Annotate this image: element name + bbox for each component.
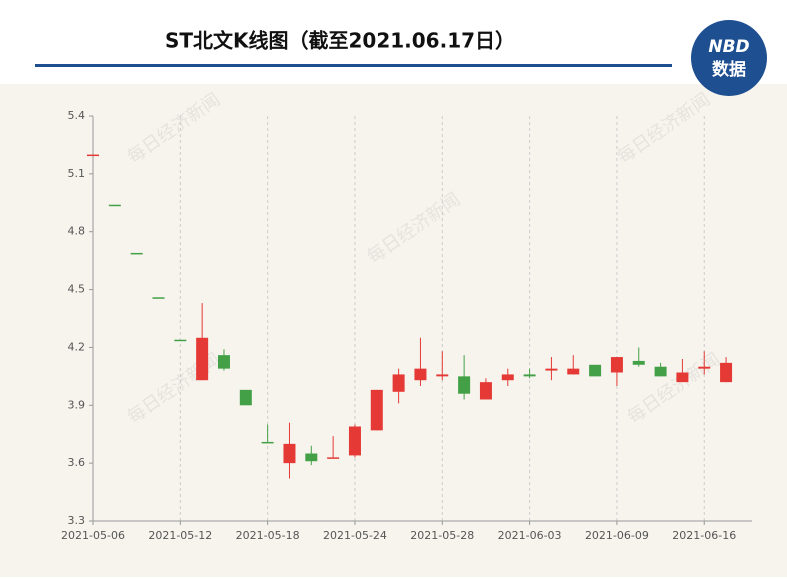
candle-body	[545, 368, 558, 371]
candle-body	[283, 443, 296, 464]
candle-body	[108, 204, 121, 207]
candle-body	[414, 368, 427, 381]
candle-body	[501, 374, 514, 381]
candle-body	[261, 441, 274, 444]
y-tick-label: 4.5	[68, 283, 86, 296]
y-tick-label: 5.1	[68, 167, 86, 180]
x-tick-label: 2021-06-03	[498, 529, 562, 542]
candle-body	[567, 368, 580, 375]
candle-body	[327, 457, 340, 459]
y-tick-label: 5.4	[68, 109, 86, 122]
candle-body	[217, 355, 230, 369]
candle-body	[610, 357, 623, 373]
logo	[691, 20, 767, 96]
x-tick-label: 2021-05-06	[61, 529, 125, 542]
candle-body	[720, 362, 733, 383]
candle-body	[698, 366, 711, 369]
x-tick-label: 2021-05-28	[410, 529, 474, 542]
candle-body	[130, 252, 143, 255]
x-tick-label: 2021-06-16	[672, 529, 736, 542]
candle-body	[196, 337, 209, 381]
candle-body	[392, 374, 405, 392]
candle-body	[676, 372, 689, 383]
candle-body	[632, 360, 645, 365]
candle-body	[152, 297, 165, 299]
x-tick-label: 2021-05-18	[236, 529, 300, 542]
x-tick-label: 2021-05-24	[323, 529, 387, 542]
chart-title: ST北文K线图（截至2021.06.17日）	[165, 29, 515, 53]
plot-background	[0, 84, 787, 577]
y-tick-label: 3.3	[68, 514, 86, 527]
candle-body	[479, 382, 492, 400]
candle-body	[370, 389, 383, 431]
candle-body	[305, 453, 318, 462]
y-tick-label: 3.6	[68, 456, 86, 469]
y-tick-label: 4.2	[68, 340, 86, 353]
candle-body	[174, 339, 187, 342]
logo-text: NBD	[708, 37, 749, 57]
y-tick-label: 3.9	[68, 398, 86, 411]
candle-body	[654, 366, 667, 377]
candle-body	[523, 374, 536, 377]
candle-body	[436, 374, 449, 377]
x-tick-label: 2021-05-12	[148, 529, 212, 542]
candle-body	[589, 364, 602, 377]
logo-text: 数据	[712, 59, 746, 80]
candle-body	[348, 426, 361, 456]
y-tick-label: 4.8	[68, 225, 86, 238]
title-underline	[35, 64, 672, 67]
candle-body	[239, 389, 252, 406]
x-tick-label: 2021-06-09	[585, 529, 649, 542]
candle-body	[87, 154, 99, 157]
candle-body	[458, 376, 471, 394]
